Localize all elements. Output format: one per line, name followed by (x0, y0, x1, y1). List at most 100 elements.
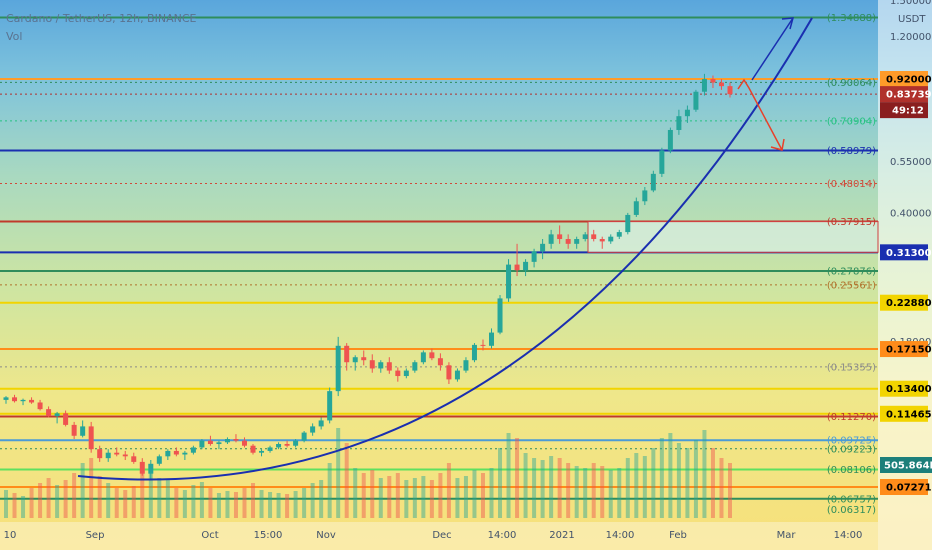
volume-bar (191, 485, 196, 518)
candle-body (29, 399, 35, 403)
candle-body (71, 424, 77, 436)
candle-body (608, 236, 614, 242)
candle-body (165, 450, 171, 457)
candle-body (429, 352, 435, 359)
volume-bar (532, 458, 537, 518)
candle-body (471, 344, 477, 361)
volume-bar (549, 456, 554, 518)
candle-body (310, 426, 316, 433)
candle-body (591, 234, 597, 240)
volume-bar (268, 492, 273, 518)
x-tick-label: 2021 (549, 530, 574, 541)
volume-bar (310, 483, 315, 518)
fib-level-label: (0.58979) (827, 146, 876, 157)
volume-bar (625, 458, 630, 518)
fib-level-label: (0.70904) (827, 116, 876, 127)
volume-bar (685, 448, 690, 518)
x-tick-label: 14:00 (834, 530, 863, 541)
candle-body (318, 420, 324, 427)
volume-bar (4, 490, 8, 518)
volume-bar (327, 463, 332, 518)
x-tick-label: Dec (432, 530, 451, 541)
candle-body (37, 402, 43, 410)
y-tick-label: 0.40000 (890, 208, 931, 219)
candle-body (412, 362, 418, 371)
candle-body (565, 239, 571, 244)
candle-body (480, 344, 486, 346)
candle-body (437, 358, 443, 366)
volume-bar (600, 466, 605, 518)
candle-body (156, 456, 162, 464)
candle-body (335, 345, 341, 392)
price-tag-label: 0.07271 (886, 483, 932, 494)
volume-bar (55, 485, 60, 518)
volume-bar (472, 470, 477, 518)
volume-bar (566, 463, 571, 518)
candle-body (276, 444, 282, 448)
volume-bar (412, 478, 417, 518)
candle-body (216, 442, 222, 445)
currency-tag: USDT (898, 14, 926, 25)
x-tick-label: 14:00 (606, 530, 635, 541)
price-tag-box (880, 244, 928, 261)
candle-body (131, 456, 137, 462)
candle-body (718, 82, 724, 87)
x-axis-background (0, 522, 878, 550)
volume-bar (131, 486, 136, 518)
volume-tag-label: 505.864M (884, 461, 932, 472)
fib-level-label: (0.27876) (827, 266, 876, 277)
candle-body (182, 452, 188, 455)
forecast-down-arrowhead (770, 138, 785, 151)
fib-level-label: (0.11270) (827, 412, 876, 423)
volume-bar (21, 496, 26, 518)
volume-bar (421, 476, 426, 518)
volume-bar (38, 483, 43, 518)
candle-body (259, 450, 265, 453)
candle-body (633, 201, 639, 215)
candle-body (650, 173, 656, 191)
candle-body (250, 445, 256, 453)
candle-body (207, 440, 213, 445)
volume-bar (97, 476, 102, 518)
forecast-up-arrow (751, 17, 794, 81)
candle-body (395, 370, 401, 377)
volume-bar (540, 460, 545, 518)
volume-bar (72, 473, 77, 518)
price-tag-box (880, 341, 928, 358)
fib-level-label: (0.06757) (827, 494, 876, 505)
candle-body (582, 234, 588, 240)
candle-body (199, 440, 205, 448)
candle-body (386, 362, 392, 371)
x-tick-label: 10 (4, 530, 17, 541)
candle-body (352, 357, 358, 363)
fib-level-label: (0.15355) (827, 362, 876, 373)
candle-body (114, 452, 120, 455)
volume-bar (165, 480, 170, 518)
volume-bar (463, 476, 468, 518)
volume-bar (489, 468, 494, 518)
candle-body (463, 360, 469, 371)
candle-body (676, 116, 682, 130)
volume-bar (259, 490, 264, 518)
candle-body (139, 461, 145, 474)
candle-body (80, 426, 86, 436)
candle-body (684, 109, 690, 117)
candle-body (224, 439, 230, 443)
candle-body (369, 360, 375, 369)
volume-bar (208, 488, 213, 518)
forecast-down-arrow (737, 78, 783, 151)
fib-level-label: (0.08106) (827, 465, 876, 476)
volume-bar (106, 483, 111, 518)
fib-level-label: (0.90064) (827, 78, 876, 89)
volume-bar (293, 491, 298, 518)
candle-body (122, 454, 128, 457)
volume-bar (89, 458, 94, 518)
y-tick-label: 1.20000 (890, 32, 931, 43)
fib-level-label: (0.25561) (827, 280, 876, 291)
candle-body (267, 447, 273, 451)
volume-bar (302, 488, 307, 518)
volume-bar (583, 468, 588, 518)
volume-bar (668, 433, 673, 518)
